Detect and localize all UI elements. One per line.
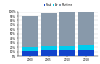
Bar: [59, 10, 76, 46]
Bar: [78, 50, 94, 56]
Bar: [22, 47, 38, 51]
Bar: [22, 51, 38, 56]
Bar: [59, 46, 76, 50]
Bar: [40, 13, 57, 46]
Legend: Road, Air, Maritime: Road, Air, Maritime: [44, 3, 72, 7]
Bar: [78, 8, 94, 45]
Bar: [78, 45, 94, 50]
Bar: [22, 16, 38, 47]
Bar: [59, 50, 76, 56]
Bar: [40, 46, 57, 50]
Bar: [40, 50, 57, 56]
